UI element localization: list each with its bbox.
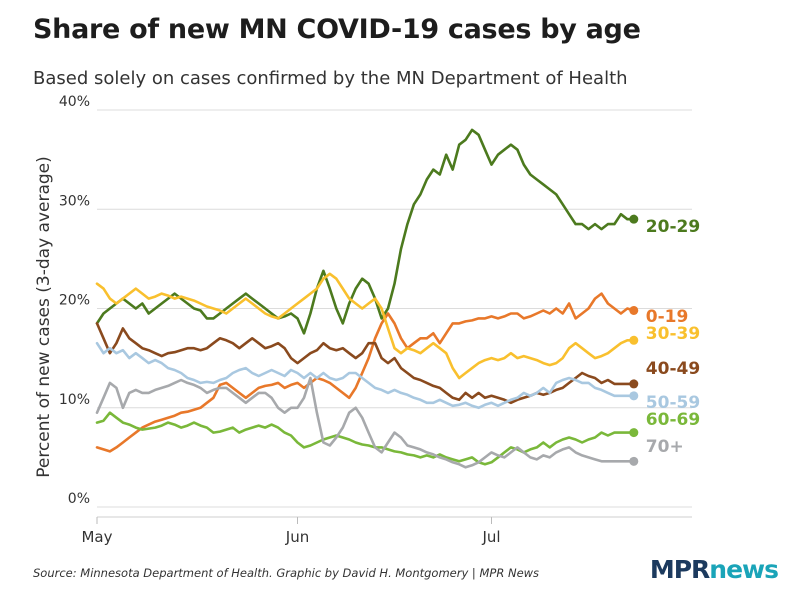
series-label-70+: 70+	[646, 437, 684, 457]
logo-mpr: MPR	[649, 555, 710, 584]
series-end-dot-0-19	[629, 305, 639, 315]
series-line-70+	[95, 376, 636, 469]
series-end-dot-30-39	[629, 335, 639, 345]
series-label-0-19: 0-19	[646, 307, 689, 327]
source-note: Source: Minnesota Department of Health. …	[33, 566, 540, 580]
series-label-50-59: 50-59	[646, 393, 700, 413]
y-axis-label: Percent of new cases (3-day average)	[34, 156, 54, 478]
x-axis: May Jun Jul	[81, 516, 692, 546]
series-lines	[95, 128, 639, 469]
series-end-dot-40-49	[629, 379, 639, 389]
series-label-30-39: 30-39	[646, 324, 700, 344]
series-end-dot-60-69	[629, 428, 639, 438]
series-end-dot-20-29	[629, 214, 639, 224]
series-end-dot-50-59	[629, 391, 639, 401]
series-line-30-39	[95, 272, 636, 380]
mpr-news-logo: MPRnews	[649, 555, 779, 584]
x-tick-label-Jun: Jun	[285, 528, 309, 546]
series-label-60-69: 60-69	[646, 410, 700, 430]
logo-news: news	[709, 555, 779, 584]
y-tick-label-0: 0%	[68, 491, 90, 507]
series-end-dot-70+	[629, 456, 639, 466]
series-line-60-69	[95, 411, 636, 466]
series-line-50-59	[95, 341, 636, 410]
x-tick-label-May: May	[81, 528, 112, 546]
chart-subtitle: Based solely on cases confirmed by the M…	[33, 68, 628, 89]
y-axis-tick-labels: 0% 10% 20% 30% 40%	[59, 94, 90, 507]
series-label-40-49: 40-49	[646, 359, 700, 379]
y-tick-label-20: 20%	[59, 293, 90, 309]
series-line-0-19	[95, 292, 636, 453]
y-tick-label-40: 40%	[59, 94, 90, 110]
series-line-40-49	[95, 322, 636, 405]
y-tick-label-10: 10%	[59, 392, 90, 408]
chart-title: Share of new MN COVID-19 cases by age	[33, 14, 641, 45]
gridlines	[97, 109, 692, 508]
series-line-20-29	[95, 128, 636, 335]
series-label-20-29: 20-29	[646, 217, 700, 237]
y-tick-label-30: 30%	[59, 193, 90, 209]
x-tick-label-Jul: Jul	[481, 528, 500, 546]
